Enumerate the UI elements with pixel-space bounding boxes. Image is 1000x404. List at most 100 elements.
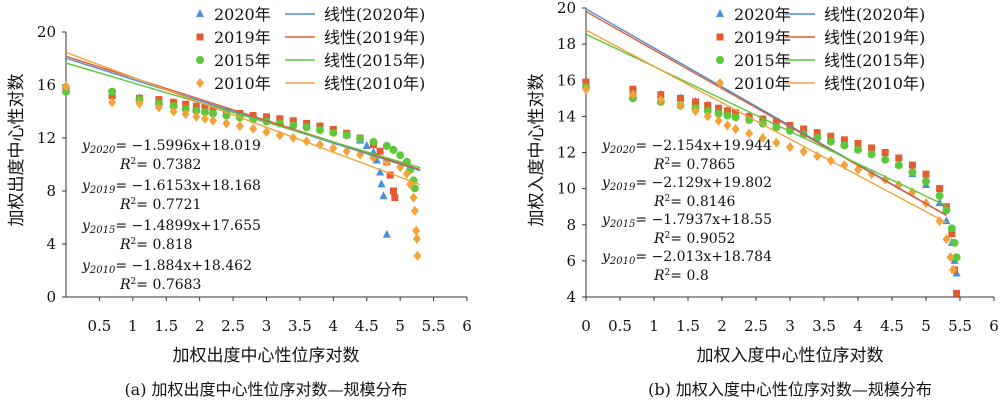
data-point [952, 253, 961, 262]
trend-line [65, 62, 421, 169]
legend-marker [716, 33, 724, 41]
data-point [289, 117, 297, 125]
data-point [656, 95, 665, 106]
r-squared-exponent: 2 [131, 237, 137, 247]
legend-marker [716, 78, 724, 88]
equation-y: y [601, 175, 611, 191]
data-point [342, 131, 351, 140]
data-point [412, 233, 421, 244]
y-tick-label: 14 [557, 107, 576, 125]
x-tick-label: 5 [395, 317, 405, 335]
legend-marker [716, 9, 724, 17]
data-point [703, 111, 712, 122]
data-point [691, 98, 699, 106]
data-point [772, 137, 781, 148]
data-point [942, 206, 951, 215]
data-point [691, 105, 700, 116]
equation-rhs: = −1.4899x+17.655 [115, 218, 261, 234]
data-point [723, 120, 732, 131]
data-point [249, 123, 258, 134]
y-tick-label: 20 [37, 23, 56, 41]
y-axis-title: 加权入度中心性对数 [527, 74, 547, 227]
r-squared-exponent: 2 [131, 157, 137, 167]
equation-rhs: = −1.884x+18.462 [115, 258, 252, 274]
x-tick-label: 4 [853, 317, 863, 335]
r-squared-value: = 0.9052 [670, 231, 735, 247]
data-point [409, 192, 418, 203]
data-point [714, 115, 723, 126]
data-point [772, 118, 780, 126]
legend: 2020年 线性(2020年) 2019年 线性(2019年) 2015年 线性(2015… [716, 5, 925, 93]
r-letter: R [119, 197, 131, 213]
y-tick-label: 8 [566, 216, 576, 234]
equation-subscript: 2020 [609, 145, 636, 156]
x-tick-label: 3.5 [288, 317, 312, 335]
regression-equation: y2015= −1.4899x+17.655 [81, 218, 261, 236]
r-squared: R2= 0.9052 [653, 231, 735, 247]
r-squared-value: = 0.7683 [136, 277, 201, 293]
data-point [413, 250, 422, 261]
equation-subscript: 2019 [89, 185, 116, 196]
data-point [182, 100, 190, 108]
x-tick-label: 0.5 [608, 317, 632, 335]
r-squared-exponent: 2 [665, 231, 671, 241]
legend-label: 2010年 [734, 74, 791, 93]
data-point [867, 150, 876, 159]
x-tick-label: 5.5 [948, 317, 972, 335]
r-squared-value: = 0.7865 [670, 157, 735, 173]
equation-subscript: 2020 [89, 145, 116, 156]
data-point [377, 179, 386, 188]
x-tick-label: 1 [649, 317, 659, 335]
data-point [714, 109, 723, 118]
r-squared-exponent: 2 [665, 268, 671, 278]
legend-fit-label: 线性(2015年) [824, 51, 925, 70]
x-tick-label: 5.5 [422, 317, 446, 335]
r-squared-value: = 0.818 [136, 237, 192, 253]
r-squared: R2= 0.7683 [119, 277, 201, 293]
regression-equation: y2019= −1.6153x+18.168 [81, 178, 261, 196]
data-point [315, 126, 324, 135]
data-point [731, 113, 740, 122]
data-point [949, 264, 958, 275]
x-tick-label: 4.5 [355, 317, 379, 335]
y-tick-label: 12 [37, 129, 56, 147]
r-squared: R2= 0.7865 [653, 157, 735, 173]
y-tick-label: 16 [557, 71, 576, 89]
data-point [786, 142, 794, 153]
series-circle [582, 83, 961, 262]
data-point [894, 161, 903, 170]
y-tick-label: 4 [566, 288, 576, 306]
data-point [854, 145, 862, 154]
data-point [329, 142, 338, 153]
data-point [908, 168, 917, 177]
x-tick-label: 1.5 [676, 317, 700, 335]
legend-label: 2019年 [214, 28, 271, 47]
equation-rhs: = −1.7937x+18.55 [635, 212, 772, 228]
x-tick-label: 4.5 [880, 317, 904, 335]
data-point [201, 113, 210, 124]
data-point [946, 252, 955, 263]
equation-y: y [601, 249, 611, 265]
data-point [412, 225, 421, 236]
x-tick-label: 6 [462, 317, 472, 335]
y-axis-title: 加权出度中心性对数 [7, 74, 27, 227]
data-point [703, 106, 712, 115]
regression-equation: y2019= −2.129x+19.802 [601, 175, 772, 193]
data-point [715, 104, 723, 112]
data-point [289, 121, 298, 130]
data-point [201, 104, 209, 112]
data-point [201, 108, 210, 117]
r-squared: R2= 0.7382 [119, 157, 201, 173]
data-point [135, 98, 144, 109]
data-point [356, 134, 365, 143]
trend-line [585, 29, 947, 224]
data-point [391, 194, 399, 202]
data-point [396, 151, 405, 160]
data-point [192, 102, 200, 110]
trend-line [65, 51, 421, 186]
chart-panel-a: 0.5 1 1.5 2 2.5 3 3.5 4 4.5 5 5.5 6 0 4 8 12 16 20 加权出度中心性… [7, 5, 472, 399]
data-point [582, 78, 590, 86]
data-point [262, 127, 271, 138]
data-point [108, 97, 117, 108]
data-point [723, 107, 731, 115]
